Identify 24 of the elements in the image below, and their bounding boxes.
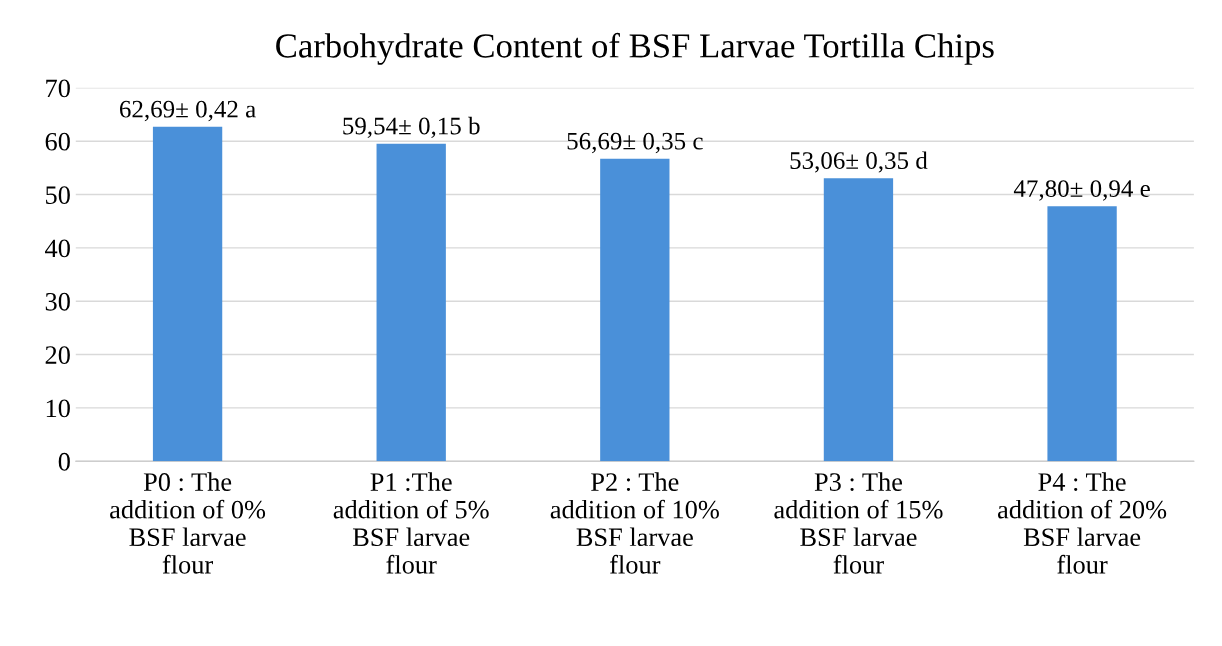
bar [823,178,894,462]
bar [152,126,223,462]
y-tick-label: 20 [45,346,70,364]
data-label: 62,69± 0,42 a [119,100,256,122]
y-tick-label: 50 [46,186,70,204]
data-label: 56,69± 0,35 c [567,132,703,154]
y-tick-label: 10 [46,399,70,418]
x-tick-label: P3 : The addition of 15% BSF larvae flour [774,472,943,574]
x-tick-label: P4 : The addition of 20% BSF larvae flour [997,472,1167,574]
y-tick-label: 0 [58,452,70,471]
y-tick-label: 40 [45,239,70,258]
bar [1047,206,1117,462]
data-label: 47,80± 0,94 e [1013,180,1150,201]
y-tick-label: 60 [45,132,70,151]
data-label: 53,06± 0,35 d [790,151,928,173]
y-tick-label: 70 [46,79,70,98]
data-label: 59,54± 0,15 b [343,116,480,138]
y-tick-label: 30 [45,292,70,311]
chart-title: Carbohydrate Content of BSF Larvae Tortilla Chips [276,32,994,65]
x-tick-label: P0 : The addition of 0% BSF larvae flour [110,472,266,574]
x-tick-label: P1 :The addition of 5% BSF larvae flour [333,472,489,574]
bar [376,143,446,462]
x-tick-label: P2 : The addition of 10% BSF larvae flour [550,472,719,574]
bar [600,158,670,462]
